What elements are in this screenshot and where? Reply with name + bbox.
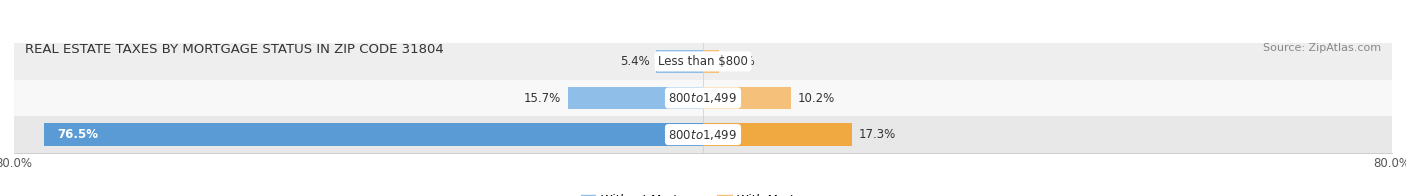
Text: Source: ZipAtlas.com: Source: ZipAtlas.com [1263,43,1381,53]
Text: 15.7%: 15.7% [523,92,561,104]
Bar [44,123,703,146]
Text: REAL ESTATE TAXES BY MORTGAGE STATUS IN ZIP CODE 31804: REAL ESTATE TAXES BY MORTGAGE STATUS IN … [25,43,444,56]
Legend: Without Mortgage, With Mortgage: Without Mortgage, With Mortgage [581,194,825,196]
Bar [14,80,1392,116]
Text: 17.3%: 17.3% [859,128,896,141]
Text: 5.4%: 5.4% [620,55,650,68]
Text: Less than $800: Less than $800 [658,55,748,68]
Bar [703,87,790,109]
Text: $800 to $1,499: $800 to $1,499 [668,91,738,105]
Text: $800 to $1,499: $800 to $1,499 [668,128,738,142]
Bar [657,50,703,73]
Text: 76.5%: 76.5% [58,128,98,141]
Bar [14,116,1392,153]
Bar [14,43,1392,80]
Bar [703,123,852,146]
Text: 10.2%: 10.2% [797,92,835,104]
Bar [703,50,718,73]
Bar [568,87,703,109]
Text: 1.8%: 1.8% [725,55,755,68]
